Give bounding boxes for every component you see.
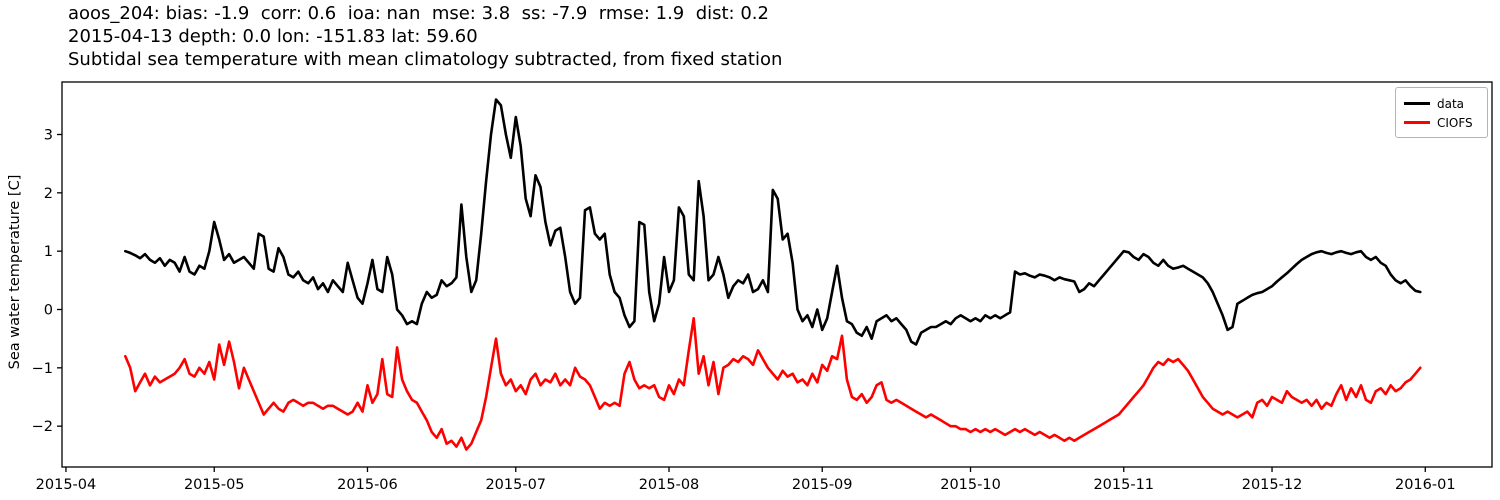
y-tick-label: 3 — [44, 128, 53, 144]
x-tick-label: 2015-04 — [36, 477, 97, 493]
y-tick-label: −2 — [32, 419, 53, 435]
description-title: Subtidal sea temperature with mean clima… — [68, 49, 783, 70]
y-tick-label: 0 — [44, 303, 53, 319]
x-tick-label: 2015-09 — [792, 477, 853, 493]
series-line-ciofs — [124, 316, 1422, 451]
x-tick-label: 2015-11 — [1093, 477, 1154, 493]
x-tick-label: 2015-06 — [337, 477, 398, 493]
chart-title-block: aoos_204: bias: -1.9 corr: 0.6 ioa: nan … — [68, 2, 782, 71]
data-line-swatch — [1404, 102, 1430, 105]
stats-title: aoos_204: bias: -1.9 corr: 0.6 ioa: nan … — [68, 3, 769, 24]
x-tick-label: 2015-05 — [184, 477, 245, 493]
x-tick-label: 2015-12 — [1242, 477, 1303, 493]
legend: data CIOFS — [1395, 87, 1488, 138]
legend-item-ciofs: CIOFS — [1404, 113, 1479, 132]
y-tick-label: −1 — [32, 361, 53, 377]
x-tick-label: 2015-07 — [485, 477, 546, 493]
plot-frame — [61, 81, 1493, 468]
y-tick-label: 2 — [44, 186, 53, 202]
x-tick-label: 2015-10 — [940, 477, 1001, 493]
y-tick-label: 1 — [44, 244, 53, 260]
legend-item-data: data — [1404, 94, 1479, 113]
y-axis-label: Sea water temperature [C] — [7, 174, 23, 370]
legend-label-data: data — [1437, 96, 1465, 111]
x-tick-label: 2015-08 — [639, 477, 700, 493]
station-info-title: 2015-04-13 depth: 0.0 lon: -151.83 lat: … — [68, 26, 478, 47]
ciofs-line-swatch — [1404, 121, 1430, 124]
x-tick-label: 2016-01 — [1395, 477, 1456, 493]
legend-label-ciofs: CIOFS — [1437, 115, 1473, 130]
series-line-data — [124, 98, 1422, 346]
